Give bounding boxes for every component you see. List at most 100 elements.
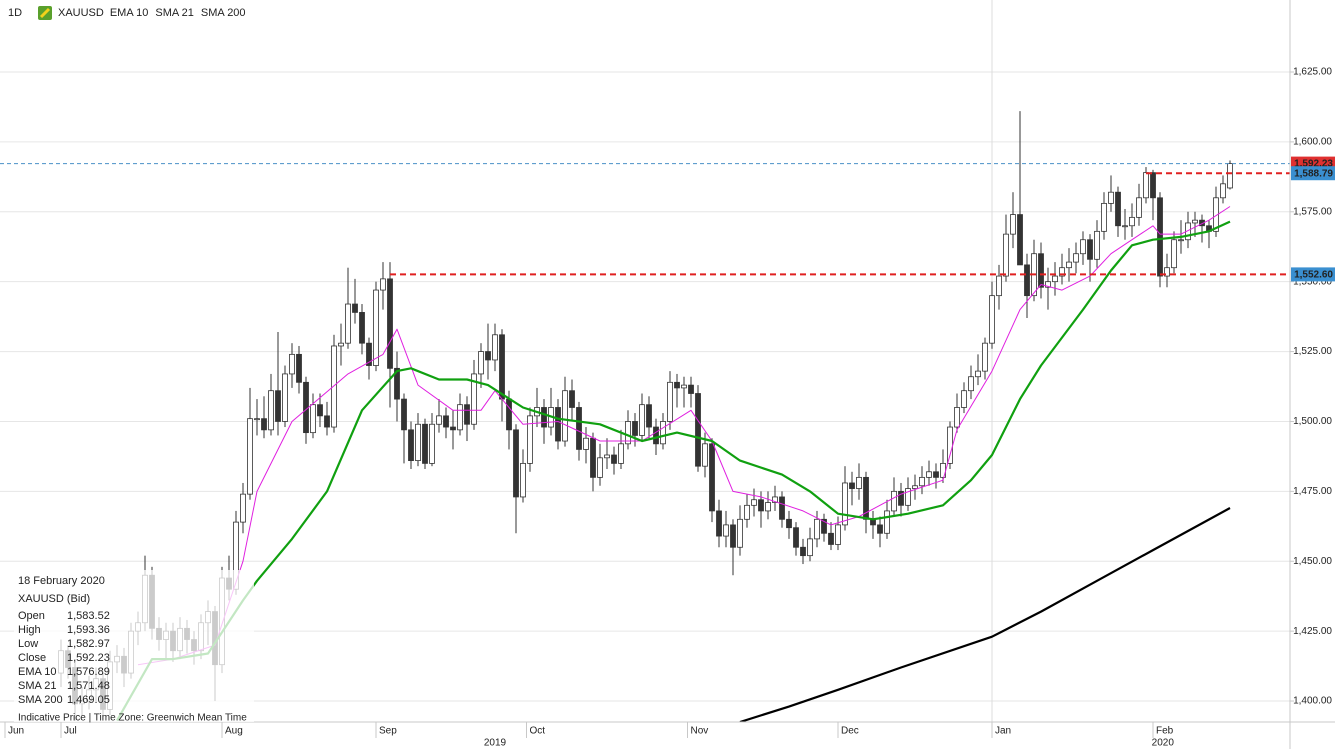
candle-body xyxy=(380,278,386,291)
candle-body xyxy=(499,334,505,400)
y-tick-label: 1,625.00 xyxy=(1293,67,1332,78)
candle-body xyxy=(604,454,610,459)
legend-entry: EMA 10 xyxy=(110,7,149,19)
candle-body xyxy=(807,538,813,557)
year-label: 2019 xyxy=(484,738,507,749)
x-tick-label: Oct xyxy=(530,726,546,737)
candle-body xyxy=(1178,239,1184,242)
info-value: 1,592.23 xyxy=(67,652,110,664)
info-label: Low xyxy=(18,638,38,650)
candle-body xyxy=(758,499,764,512)
y-tick-label: 1,500.00 xyxy=(1293,416,1332,427)
candle-body xyxy=(884,510,890,534)
candle-body xyxy=(723,524,729,537)
candle-body xyxy=(625,421,631,445)
candle-body xyxy=(569,390,575,408)
candle-body xyxy=(674,381,680,389)
candle-body xyxy=(1143,172,1149,199)
x-tick-label: Aug xyxy=(225,726,243,737)
candle-body xyxy=(450,426,456,431)
candle-body xyxy=(828,532,834,545)
price-tag xyxy=(1291,267,1335,282)
candle-body xyxy=(387,278,393,369)
candle-body xyxy=(646,404,652,428)
candle-body xyxy=(576,407,582,450)
candle-body xyxy=(1192,219,1198,224)
candle-body xyxy=(520,462,526,498)
axes: 1,400.00 1,425.00 1,450.00 1,475.00 1,500.00… xyxy=(4,67,1335,749)
candle-body xyxy=(856,476,862,489)
candle-body xyxy=(919,476,925,487)
candle-body xyxy=(1010,214,1016,235)
candle-body xyxy=(296,353,302,383)
candle-body xyxy=(401,398,407,431)
grid xyxy=(0,0,1290,722)
info-value: 1,583.52 xyxy=(67,610,110,622)
candle-body xyxy=(590,437,596,478)
candle-body xyxy=(667,381,673,422)
y-tick-label: 1,475.00 xyxy=(1293,486,1332,497)
candle-body xyxy=(1227,163,1233,189)
y-tick-label: 1,600.00 xyxy=(1293,137,1332,148)
x-tick-label: Jul xyxy=(64,726,77,737)
candle-body xyxy=(471,373,477,425)
timeframe: 1D xyxy=(8,7,22,19)
legend: 1D XAUUSD EMA 10 SMA 21 SMA 200 xyxy=(8,6,246,20)
y-tick-label: 1,525.00 xyxy=(1293,346,1332,357)
candle-body xyxy=(702,443,708,467)
candle-body xyxy=(681,384,687,389)
candle-body xyxy=(814,518,820,540)
candle-body xyxy=(583,437,589,450)
y-tick-label: 1,450.00 xyxy=(1293,556,1332,567)
candle-body xyxy=(352,303,358,313)
candle-body xyxy=(786,518,792,529)
candle-body xyxy=(1115,191,1121,227)
info-background xyxy=(14,570,254,722)
candle-body xyxy=(947,426,953,464)
candle-body xyxy=(275,390,281,422)
candle-body xyxy=(961,390,967,408)
x-tick-label: Nov xyxy=(691,726,709,737)
candle-body xyxy=(478,351,484,375)
candle-body xyxy=(1122,225,1128,228)
candle-body xyxy=(1220,183,1226,199)
candle-body xyxy=(779,496,785,520)
x-tick-label: Dec xyxy=(841,726,859,737)
legend-entry: SMA 200 xyxy=(201,7,246,19)
candle-body xyxy=(394,367,400,400)
candle-body xyxy=(1164,267,1170,277)
candle-body xyxy=(821,518,827,534)
candle-body xyxy=(632,421,638,436)
candle-body xyxy=(737,518,743,548)
candle-body xyxy=(688,384,694,394)
candle-body xyxy=(268,390,274,431)
candle-body xyxy=(744,504,750,520)
candle-body xyxy=(464,404,470,425)
candle-body xyxy=(954,407,960,428)
info-footer: Indicative Price | Time Zone: Greenwich … xyxy=(18,713,247,724)
candle-body xyxy=(849,482,855,489)
indicator-line xyxy=(116,220,1231,722)
candle-body xyxy=(555,407,561,442)
x-tick-label: Jan xyxy=(995,726,1011,737)
info-value: 1,593.36 xyxy=(67,624,110,636)
symbol: XAUUSD xyxy=(58,7,104,19)
candle-body xyxy=(240,493,246,523)
candle-body xyxy=(597,457,603,478)
candle-body xyxy=(457,404,463,431)
indicator-line xyxy=(137,206,1231,666)
info-instrument: XAUUSD (Bid) xyxy=(18,593,90,605)
candle-body xyxy=(695,393,701,467)
candle-body xyxy=(1080,239,1086,255)
x-tick-label: Feb xyxy=(1156,726,1174,737)
candle-body xyxy=(996,275,1002,297)
year-label: 2020 xyxy=(1152,738,1175,749)
candle-body xyxy=(436,415,442,425)
x-tick-label: Jun xyxy=(8,726,24,737)
candle-body xyxy=(338,342,344,347)
candle-body xyxy=(1157,197,1163,277)
candle-body xyxy=(506,398,512,431)
candle-body xyxy=(415,423,421,461)
candle-body xyxy=(975,370,981,378)
